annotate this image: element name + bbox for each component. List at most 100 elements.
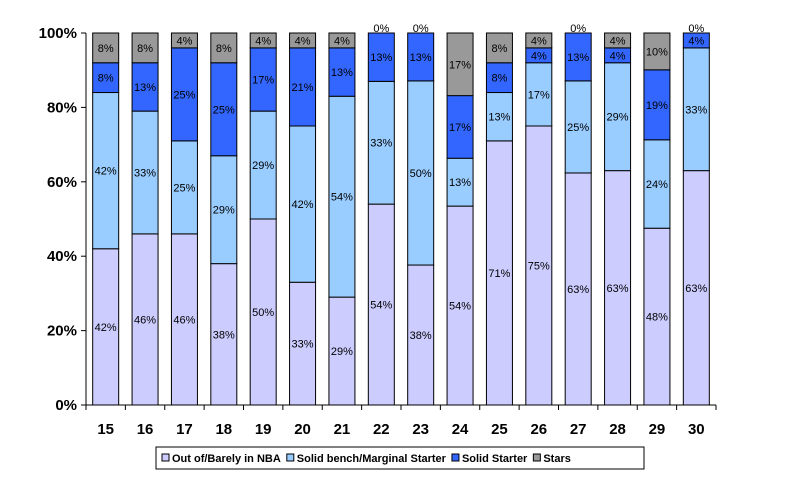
bar-segment (92, 248, 120, 406)
bar-segment (170, 140, 198, 235)
data-label: 24% (646, 179, 668, 191)
data-label: 33% (292, 339, 314, 351)
data-label: 4% (176, 35, 192, 47)
bar-segment (604, 62, 632, 172)
bar-segment (92, 32, 120, 64)
y-tick-label: 60% (47, 174, 77, 191)
data-label: 54% (331, 192, 353, 204)
x-tick-label: 24 (452, 421, 469, 438)
data-label: 38% (213, 329, 235, 341)
data-label: 25% (173, 89, 195, 101)
data-label: 29% (252, 160, 274, 172)
x-tick-label: 29 (649, 421, 666, 438)
bar-segment (328, 47, 356, 97)
x-tick-label: 23 (412, 421, 429, 438)
data-label: 4% (255, 35, 271, 47)
data-label: 4% (610, 50, 626, 62)
data-labels-layer: 42% 42% 8% 8% 46% 33% 13% 8% 46% 25% 25% 4% 38% 29% 25… (95, 23, 708, 358)
bar-segment (525, 32, 553, 49)
x-tick-label: 17 (176, 421, 193, 438)
legend-entry: Solid bench/Marginal Starter (297, 453, 447, 465)
data-label: 29% (331, 346, 353, 358)
bar-segment (682, 32, 710, 49)
bar-segment (604, 32, 632, 49)
bars-layer (92, 32, 710, 406)
bar-segment (643, 32, 671, 71)
data-label: 54% (449, 301, 471, 313)
data-label: 4% (295, 35, 311, 47)
bar-segment (210, 155, 238, 265)
x-tick-label: 30 (688, 421, 705, 438)
legend-entry: Stars (543, 453, 571, 465)
data-label: 4% (531, 50, 547, 62)
data-label: 8% (98, 73, 114, 85)
bar-segment (289, 32, 317, 49)
data-label: 4% (531, 35, 547, 47)
data-label: 13% (370, 52, 392, 64)
bar-segment (525, 125, 553, 406)
data-label: 29% (607, 112, 629, 124)
data-label: 71% (488, 268, 510, 280)
bar-segment (249, 110, 277, 220)
bar-segment (643, 69, 671, 141)
data-label: 33% (370, 138, 392, 150)
x-tick-label: 16 (137, 421, 154, 438)
data-label: 8% (216, 43, 232, 55)
data-label: 33% (134, 168, 156, 180)
data-label: 17% (528, 89, 550, 101)
x-tick-label: 19 (255, 421, 272, 438)
data-label: 8% (98, 43, 114, 55)
bar-segment (485, 92, 513, 142)
bar-segment (249, 32, 277, 49)
bar-segment (604, 170, 632, 406)
bar-segment (407, 32, 435, 82)
bar-segment (407, 264, 435, 406)
data-label: 42% (292, 199, 314, 211)
data-label: 8% (137, 43, 153, 55)
bar-segment (682, 170, 710, 406)
data-label: 4% (610, 35, 626, 47)
bar-segment (367, 32, 395, 82)
x-tick-label: 18 (215, 421, 232, 438)
data-label: 63% (607, 283, 629, 295)
bar-segment (210, 263, 238, 406)
data-label: 50% (252, 307, 274, 319)
data-label: 8% (491, 73, 507, 85)
data-label: 0% (373, 23, 389, 35)
legend-swatch (286, 453, 295, 462)
x-tick-label: 21 (334, 421, 351, 438)
bar-segment (525, 62, 553, 127)
y-tick-label: 20% (47, 323, 77, 340)
data-label: 50% (410, 168, 432, 180)
data-label: 48% (646, 312, 668, 324)
bar-segment (170, 47, 198, 142)
legend-swatch (532, 453, 541, 462)
data-label: 42% (95, 166, 117, 178)
y-tick-label: 80% (47, 99, 77, 116)
bar-segment (643, 227, 671, 406)
bar-segment (682, 47, 710, 172)
bar-segment (92, 92, 120, 250)
data-label: 13% (449, 177, 471, 189)
y-tick-label: 0% (55, 397, 77, 414)
bar-segment (328, 296, 356, 406)
y-tick-label: 40% (47, 248, 77, 265)
data-label: 13% (488, 112, 510, 124)
bar-segment (485, 62, 513, 94)
data-label: 4% (688, 35, 704, 47)
bar-segment (564, 32, 592, 82)
y-tick-label: 100% (39, 25, 77, 42)
data-label: 8% (491, 43, 507, 55)
data-label: 33% (685, 104, 707, 116)
bar-segment (170, 32, 198, 49)
bar-segment (249, 47, 277, 112)
x-tick-label: 27 (570, 421, 587, 438)
bar-segment (367, 80, 395, 205)
bar-segment (485, 32, 513, 64)
data-label: 10% (646, 46, 668, 58)
x-tick-label: 26 (530, 421, 547, 438)
data-label: 63% (567, 284, 589, 296)
bar-segment (210, 32, 238, 64)
legend-entry: Out of/Barely in NBA (172, 453, 281, 465)
